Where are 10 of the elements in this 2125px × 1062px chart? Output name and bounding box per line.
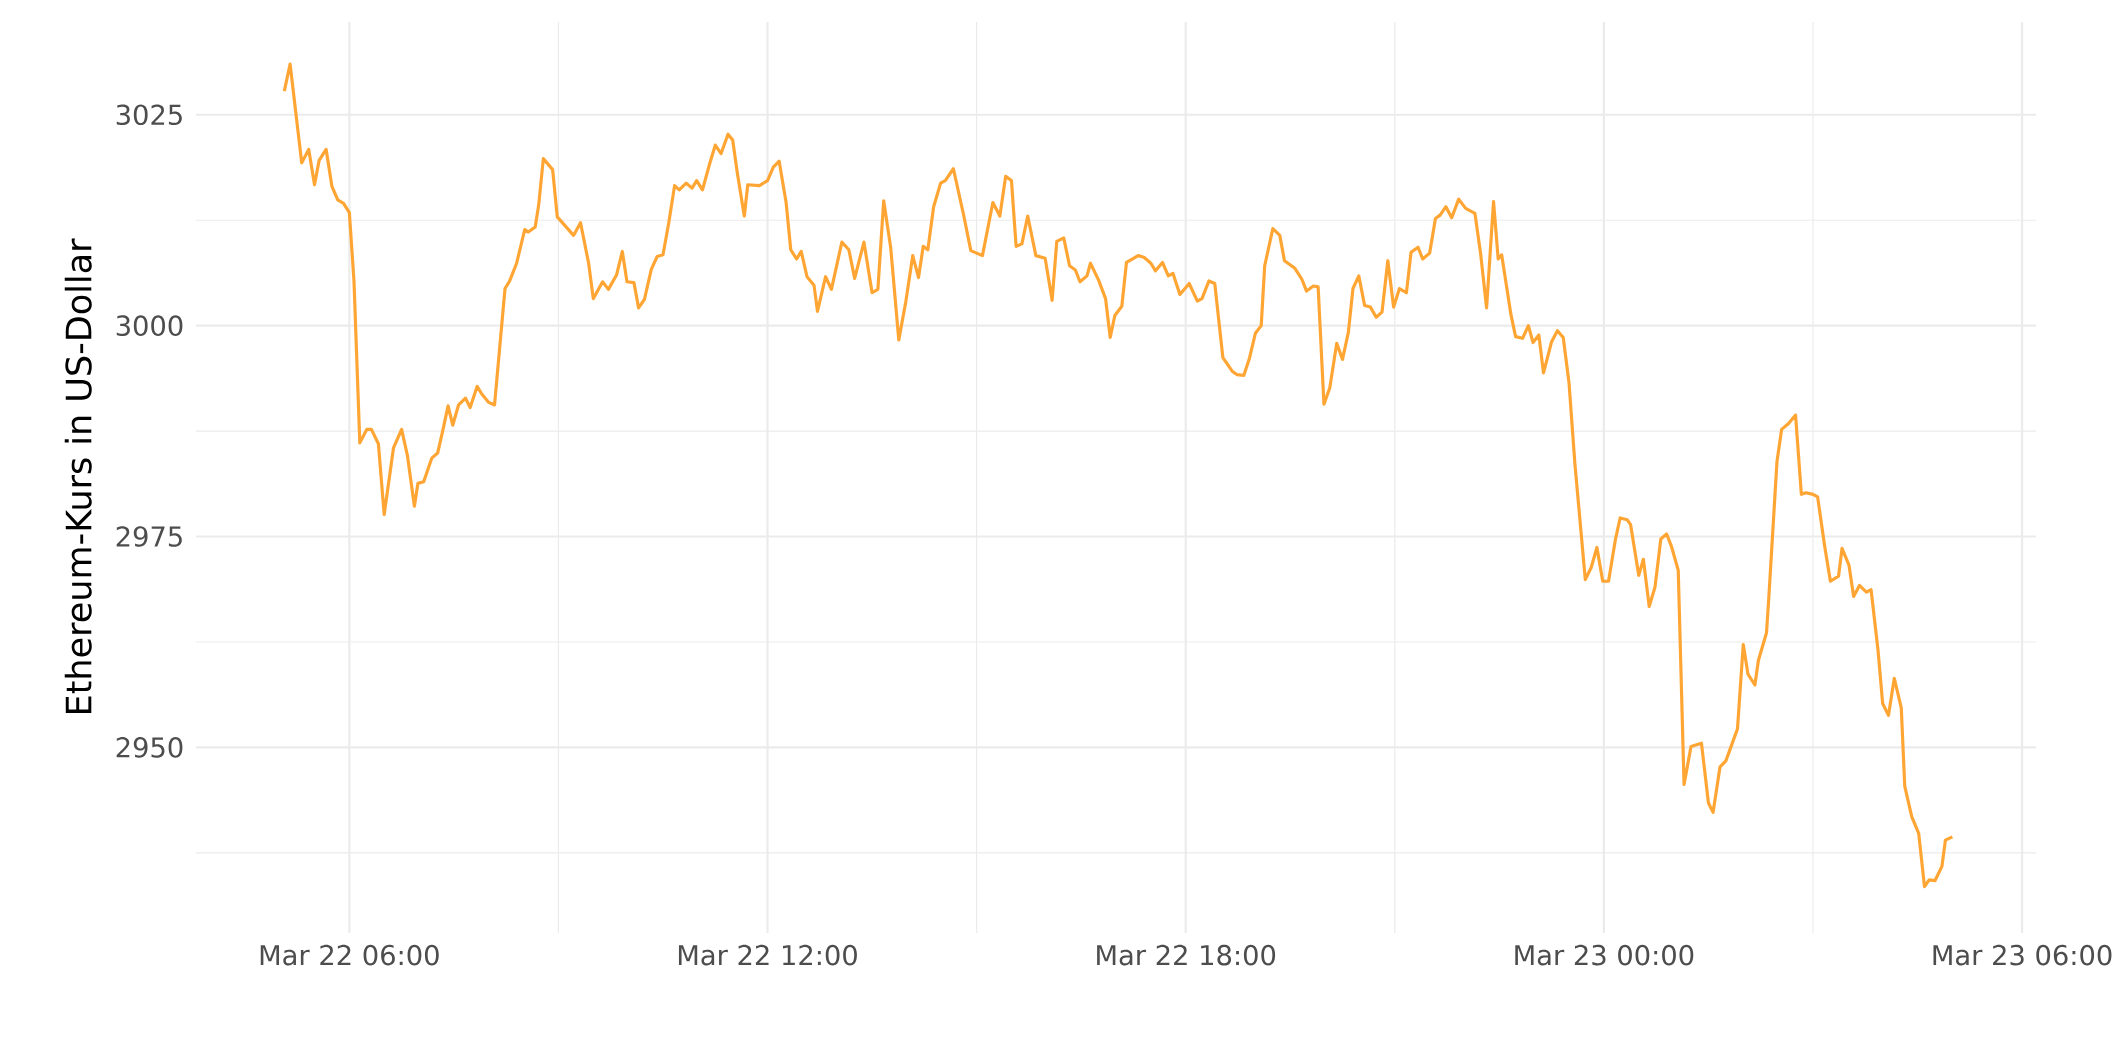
y-tick-label: 3025 [116,104,182,126]
y-tick-label: 2950 [116,737,183,758]
y-axis-title: Ethereum-Kurs in US-Dollar [64,238,92,713]
x-tick-label: Mar 23 00:00 [1515,944,1694,966]
x-tick-label: Mar 23 06:00 [1933,944,2112,966]
x-tick-label: Mar 22 18:00 [1097,944,1276,966]
x-tick-label: Mar 22 12:00 [678,944,857,966]
y-tick-label: 3000 [116,315,183,336]
x-tick-label: Mar 22 06:00 [260,944,439,966]
y-tick-label: 2975 [116,526,182,547]
